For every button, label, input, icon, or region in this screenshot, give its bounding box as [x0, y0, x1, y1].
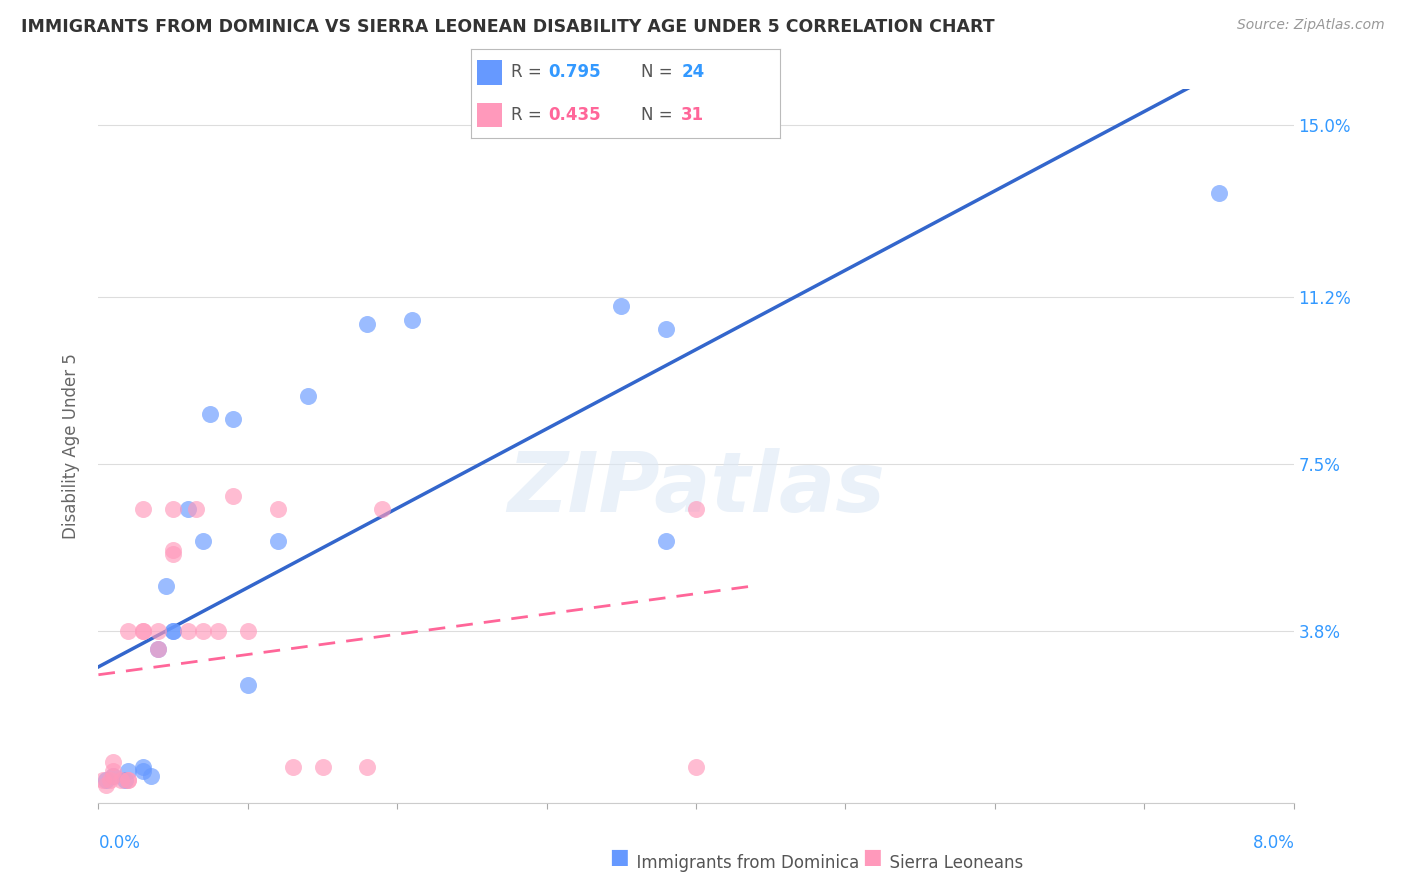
Text: R =: R = — [512, 106, 547, 124]
Point — [685, 759, 707, 773]
Point — [685, 502, 707, 516]
Point — [162, 502, 184, 516]
Point — [103, 769, 125, 783]
Point — [177, 624, 200, 639]
Point — [91, 773, 114, 788]
Point — [98, 773, 122, 788]
Point — [200, 408, 222, 422]
Point — [139, 769, 162, 783]
Text: Source: ZipAtlas.com: Source: ZipAtlas.com — [1237, 18, 1385, 32]
Point — [132, 624, 155, 639]
Point — [155, 579, 177, 593]
Bar — [477, 61, 502, 85]
Point — [103, 769, 125, 783]
Point — [356, 759, 378, 773]
Point — [236, 624, 259, 639]
Text: IMMIGRANTS FROM DOMINICA VS SIERRA LEONEAN DISABILITY AGE UNDER 5 CORRELATION CH: IMMIGRANTS FROM DOMINICA VS SIERRA LEONE… — [21, 18, 994, 36]
Text: ZIPatlas: ZIPatlas — [508, 449, 884, 529]
Point — [311, 759, 333, 773]
Point — [162, 624, 184, 639]
Point — [401, 312, 423, 326]
Point — [610, 299, 633, 313]
Point — [222, 489, 245, 503]
Point — [148, 642, 170, 657]
Point — [371, 502, 394, 516]
Point — [114, 773, 136, 788]
Text: N =: N = — [641, 63, 678, 81]
Point — [148, 624, 170, 639]
Point — [267, 533, 290, 548]
Text: ■: ■ — [862, 847, 882, 867]
Point — [236, 678, 259, 692]
Point — [117, 624, 139, 639]
Point — [132, 502, 155, 516]
Text: 0.795: 0.795 — [548, 63, 600, 81]
Point — [132, 624, 155, 639]
Text: 0.0%: 0.0% — [98, 834, 141, 852]
Point — [103, 764, 125, 779]
Point — [94, 773, 117, 788]
Point — [655, 533, 678, 548]
Point — [117, 773, 139, 788]
Point — [1208, 186, 1230, 200]
Point — [356, 317, 378, 331]
Text: 31: 31 — [682, 106, 704, 124]
Point — [177, 502, 200, 516]
Text: R =: R = — [512, 63, 547, 81]
Point — [267, 502, 290, 516]
Point — [132, 764, 155, 779]
Point — [207, 624, 229, 639]
Point — [281, 759, 304, 773]
Text: 0.435: 0.435 — [548, 106, 600, 124]
Text: 24: 24 — [682, 63, 704, 81]
Point — [655, 321, 678, 335]
Text: N =: N = — [641, 106, 678, 124]
Text: Sierra Leoneans: Sierra Leoneans — [879, 855, 1024, 872]
Point — [184, 502, 207, 516]
Point — [191, 533, 214, 548]
Point — [148, 642, 170, 657]
Point — [132, 759, 155, 773]
Point — [162, 542, 184, 557]
Point — [162, 548, 184, 562]
Text: Immigrants from Dominica: Immigrants from Dominica — [626, 855, 859, 872]
Y-axis label: Disability Age Under 5: Disability Age Under 5 — [62, 353, 80, 539]
Bar — [477, 103, 502, 128]
Text: ■: ■ — [609, 847, 628, 867]
Point — [117, 764, 139, 779]
Point — [297, 389, 319, 403]
Point — [94, 778, 117, 792]
Point — [117, 773, 139, 788]
Point — [103, 755, 125, 769]
Point — [110, 773, 132, 788]
Text: 8.0%: 8.0% — [1253, 834, 1295, 852]
Point — [222, 412, 245, 426]
Point — [191, 624, 214, 639]
Point — [162, 624, 184, 639]
